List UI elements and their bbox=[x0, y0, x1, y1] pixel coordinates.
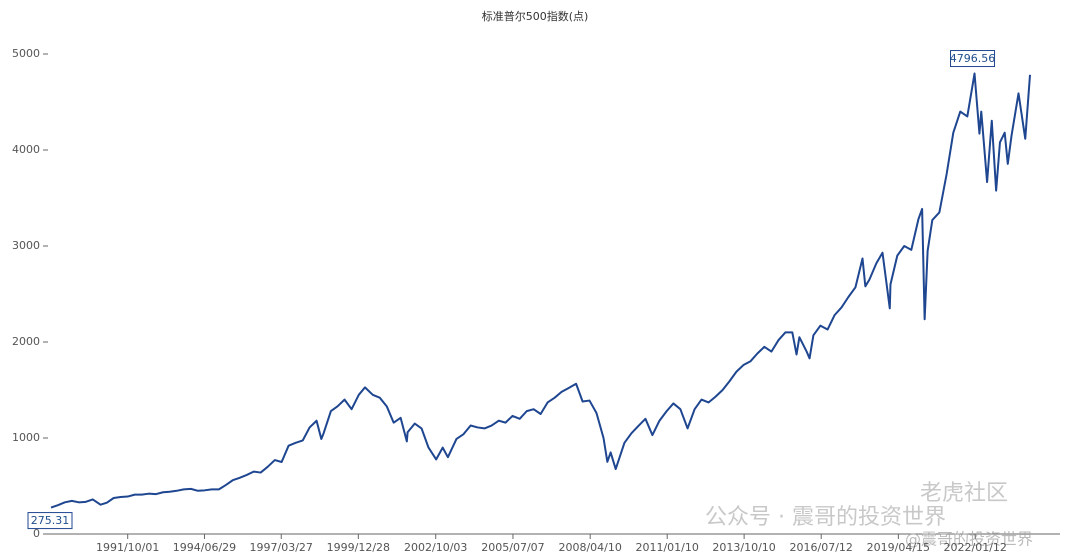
watermark: 公众号 · 震哥的投资世界 bbox=[705, 505, 946, 530]
x-tick-label: 2016/07/12 bbox=[790, 541, 853, 554]
annotation-box bbox=[27, 512, 73, 530]
y-tick-label: 1000 bbox=[12, 431, 40, 444]
line bbox=[50, 72, 1031, 509]
y-tick-label: 5000 bbox=[12, 47, 40, 60]
x-tick-label: 2022/01/12 bbox=[944, 541, 1007, 554]
chart-title: 标准普尔500指数(点) bbox=[482, 9, 589, 23]
y-tick-label: 2000 bbox=[12, 335, 40, 348]
x-tick-label: 2008/04/10 bbox=[558, 541, 621, 554]
x-tick-label: 2005/07/07 bbox=[481, 541, 544, 554]
x-tick-label: 2011/01/10 bbox=[635, 541, 698, 554]
x-tick-label: 1991/10/01 bbox=[96, 541, 159, 554]
x-tick-label: 2019/04/15 bbox=[867, 541, 930, 554]
x-tick-label: 2013/10/10 bbox=[712, 541, 775, 554]
annotation-box bbox=[950, 50, 996, 68]
x-tick-label: 1997/03/27 bbox=[250, 541, 313, 554]
x-tick-label: 1994/06/29 bbox=[173, 541, 236, 554]
annotation-label: 4796.56 bbox=[950, 52, 996, 65]
watermark: @震哥的投资世界 bbox=[905, 530, 1033, 549]
x-tick-label: 2002/10/03 bbox=[404, 541, 467, 554]
watermark: 老虎社区 bbox=[920, 481, 1008, 506]
annotation-label: 275.31 bbox=[31, 514, 70, 527]
y-tick-label: 3000 bbox=[12, 239, 40, 252]
y-tick-label: 4000 bbox=[12, 143, 40, 156]
x-tick-label: 1999/12/28 bbox=[327, 541, 390, 554]
y-tick-label: 0 bbox=[33, 527, 40, 540]
